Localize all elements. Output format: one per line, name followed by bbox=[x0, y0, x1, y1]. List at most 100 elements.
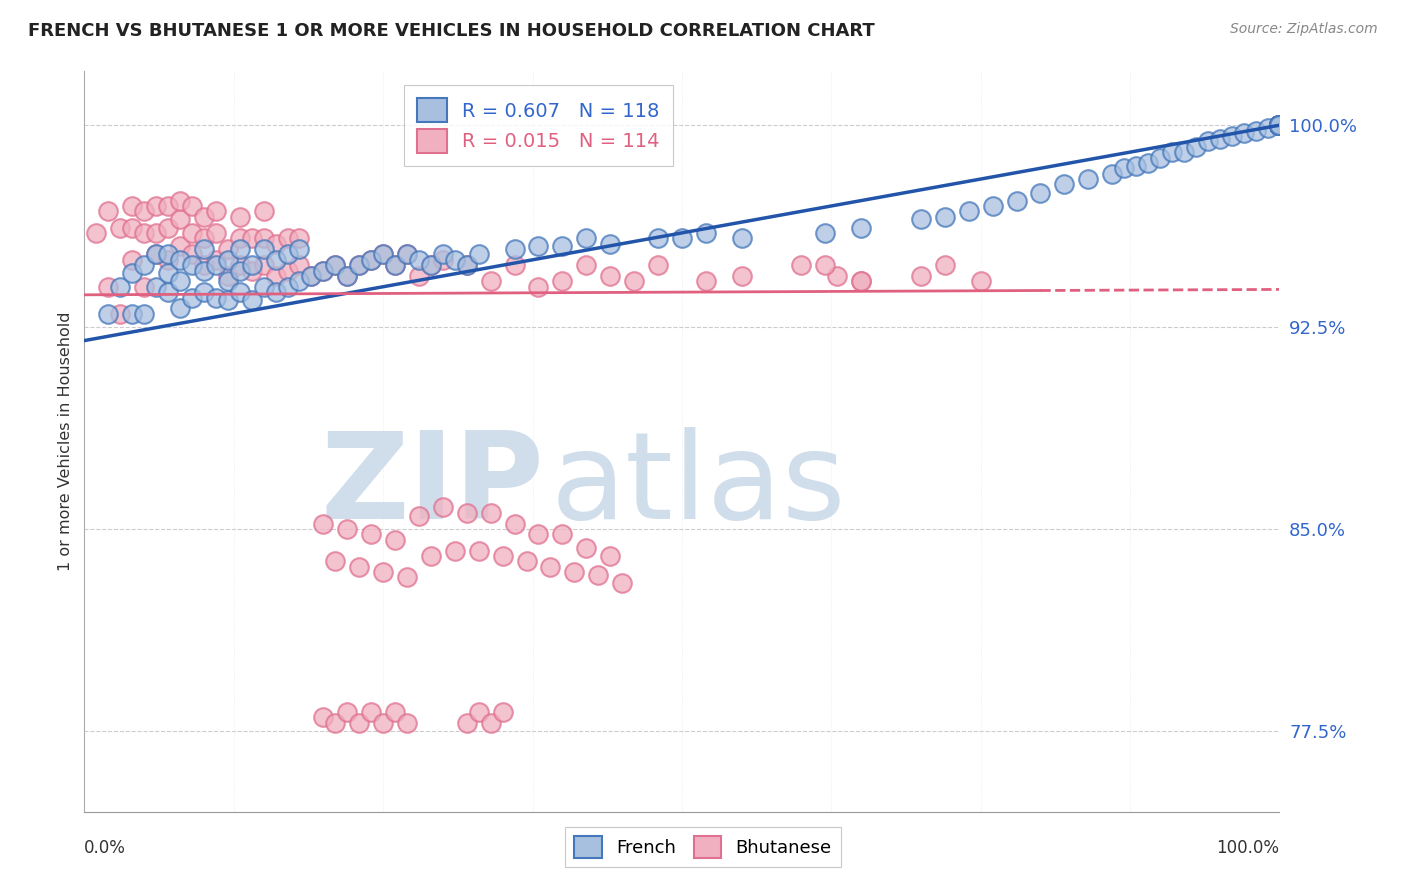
Point bbox=[384, 258, 406, 272]
Point bbox=[790, 258, 813, 272]
Point bbox=[384, 705, 406, 719]
Point bbox=[145, 199, 167, 213]
Point bbox=[1197, 134, 1219, 148]
Point bbox=[240, 293, 263, 308]
Point bbox=[277, 247, 299, 261]
Point bbox=[157, 252, 180, 267]
Point bbox=[1268, 118, 1291, 132]
Point bbox=[934, 210, 956, 224]
Point bbox=[169, 194, 191, 208]
Point bbox=[325, 258, 347, 272]
Point bbox=[384, 258, 406, 272]
Point bbox=[1233, 126, 1256, 140]
Point bbox=[1029, 186, 1052, 200]
Point bbox=[1161, 145, 1184, 160]
Point bbox=[1268, 118, 1291, 132]
Point bbox=[253, 204, 276, 219]
Point bbox=[145, 226, 167, 240]
Point bbox=[288, 274, 311, 288]
Point bbox=[86, 226, 108, 240]
Point bbox=[132, 258, 156, 272]
Point bbox=[408, 508, 430, 523]
Point bbox=[575, 231, 598, 245]
Point bbox=[145, 247, 167, 261]
Point bbox=[492, 549, 515, 563]
Point bbox=[181, 247, 204, 261]
Point bbox=[121, 199, 143, 213]
Point bbox=[851, 274, 873, 288]
Point bbox=[599, 549, 621, 563]
Point bbox=[264, 268, 287, 283]
Point bbox=[1268, 118, 1291, 132]
Point bbox=[169, 239, 191, 253]
Point bbox=[540, 559, 562, 574]
Point bbox=[288, 258, 311, 272]
Y-axis label: 1 or more Vehicles in Household: 1 or more Vehicles in Household bbox=[58, 312, 73, 571]
Point bbox=[408, 268, 430, 283]
Point bbox=[217, 252, 239, 267]
Point bbox=[229, 210, 252, 224]
Point bbox=[336, 268, 359, 283]
Point bbox=[551, 239, 574, 253]
Point bbox=[277, 279, 299, 293]
Point bbox=[312, 263, 335, 277]
Point bbox=[1268, 118, 1291, 132]
Point bbox=[205, 258, 228, 272]
Point bbox=[145, 279, 167, 293]
Point bbox=[647, 231, 669, 245]
Point bbox=[1268, 118, 1291, 132]
Point bbox=[564, 565, 586, 579]
Point bbox=[169, 212, 191, 227]
Point bbox=[1257, 120, 1279, 135]
Point bbox=[1268, 118, 1291, 132]
Point bbox=[396, 247, 419, 261]
Point bbox=[468, 543, 491, 558]
Point bbox=[1268, 118, 1291, 132]
Text: ZIP: ZIP bbox=[321, 427, 544, 544]
Point bbox=[957, 204, 980, 219]
Point bbox=[396, 715, 419, 730]
Point bbox=[612, 575, 634, 590]
Point bbox=[205, 252, 228, 267]
Point bbox=[193, 258, 215, 272]
Legend: French, Bhutanese: French, Bhutanese bbox=[565, 827, 841, 867]
Point bbox=[432, 247, 454, 261]
Point bbox=[479, 506, 502, 520]
Point bbox=[814, 226, 837, 240]
Point bbox=[145, 247, 167, 261]
Point bbox=[468, 247, 491, 261]
Point bbox=[229, 242, 252, 256]
Point bbox=[132, 279, 156, 293]
Point bbox=[1268, 118, 1291, 132]
Point bbox=[420, 549, 443, 563]
Point bbox=[575, 541, 598, 555]
Point bbox=[253, 279, 276, 293]
Point bbox=[1268, 118, 1291, 132]
Point bbox=[240, 263, 263, 277]
Point bbox=[373, 247, 395, 261]
Point bbox=[1209, 131, 1232, 145]
Point bbox=[288, 231, 311, 245]
Point bbox=[169, 252, 191, 267]
Point bbox=[110, 220, 132, 235]
Point bbox=[588, 567, 610, 582]
Point bbox=[492, 705, 515, 719]
Legend: R = 0.607   N = 118, R = 0.015   N = 114: R = 0.607 N = 118, R = 0.015 N = 114 bbox=[404, 85, 673, 166]
Point bbox=[1268, 118, 1291, 132]
Point bbox=[253, 242, 276, 256]
Point bbox=[277, 231, 299, 245]
Point bbox=[1125, 159, 1147, 173]
Point bbox=[373, 247, 395, 261]
Point bbox=[503, 516, 526, 531]
Point bbox=[396, 570, 419, 584]
Point bbox=[671, 231, 693, 245]
Point bbox=[1137, 156, 1160, 170]
Point bbox=[623, 274, 645, 288]
Point bbox=[910, 212, 932, 227]
Point bbox=[205, 204, 228, 219]
Point bbox=[456, 258, 478, 272]
Point bbox=[169, 301, 191, 316]
Point bbox=[360, 252, 382, 267]
Point bbox=[479, 274, 502, 288]
Point bbox=[325, 715, 347, 730]
